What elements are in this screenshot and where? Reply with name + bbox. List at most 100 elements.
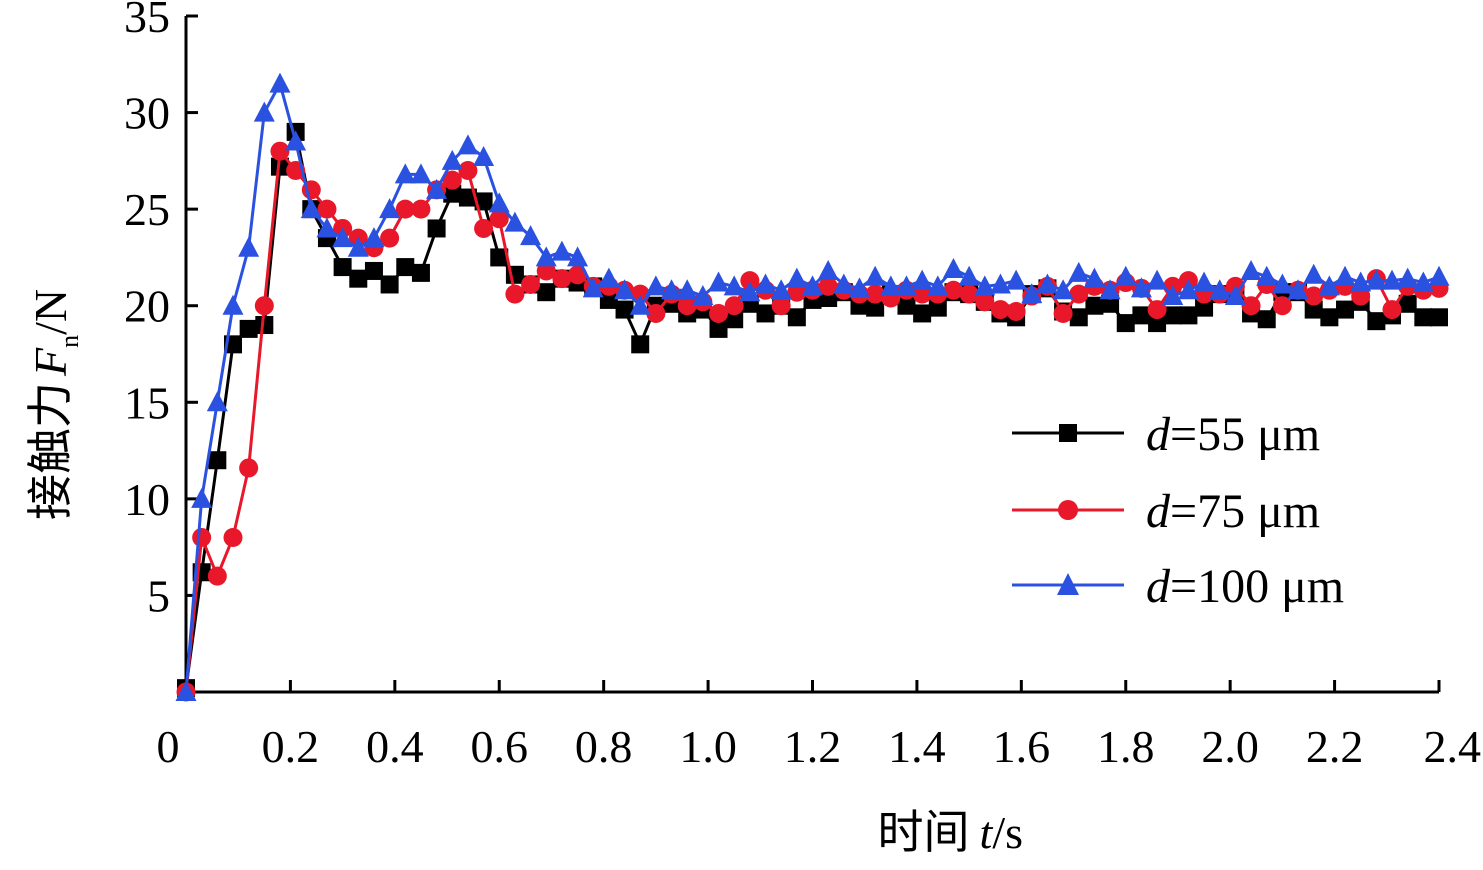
- data-point: [255, 316, 274, 335]
- data-point: [1287, 279, 1309, 300]
- data-point: [490, 248, 509, 267]
- data-point: [692, 285, 714, 306]
- data-point: [395, 199, 415, 219]
- x-tick-label: 0.6: [471, 721, 529, 772]
- data-point: [551, 240, 573, 261]
- data-point: [349, 269, 368, 288]
- data-point: [1162, 285, 1184, 306]
- data-point: [535, 246, 557, 267]
- data-point: [1397, 267, 1419, 288]
- data-point: [1412, 271, 1434, 292]
- x-axis-title-var: t: [980, 807, 994, 858]
- data-point: [1177, 279, 1199, 300]
- data-point: [1336, 300, 1355, 319]
- data-point: [974, 275, 996, 296]
- y-tick-label: 5: [147, 570, 170, 621]
- x-tick-label: 0.2: [262, 721, 320, 772]
- data-point: [316, 217, 338, 238]
- data-point: [817, 259, 839, 280]
- x-tick-label: 2.0: [1201, 721, 1259, 772]
- data-point: [411, 263, 430, 282]
- data-point: [755, 273, 777, 294]
- legend-label-75: d=75 μm: [1146, 485, 1320, 538]
- data-point: [1320, 308, 1339, 327]
- data-point: [1146, 269, 1168, 290]
- data-point: [1365, 269, 1387, 290]
- data-point: [1148, 314, 1167, 333]
- x-tick-label: 1.4: [888, 721, 946, 772]
- data-point: [254, 296, 274, 316]
- x-tick-label: 0.8: [575, 721, 633, 772]
- data-point: [1256, 265, 1278, 286]
- data-point: [1193, 271, 1215, 292]
- legend-item-100: d=100 μm: [1012, 560, 1344, 613]
- y-tick-label: 10: [124, 474, 170, 525]
- data-point: [411, 199, 431, 219]
- data-point: [1271, 273, 1293, 294]
- data-point: [1179, 306, 1198, 325]
- series-0: [177, 122, 1448, 698]
- legend-item-55: d=55 μm: [1012, 408, 1320, 461]
- data-point: [1069, 308, 1088, 327]
- x-axis-title-unit: /s: [992, 807, 1023, 858]
- x-tick-label: 1.0: [679, 721, 737, 772]
- data-point: [223, 527, 243, 547]
- data-point: [269, 72, 291, 93]
- data-point: [520, 225, 542, 246]
- data-point: [928, 298, 947, 317]
- data-point: [1350, 271, 1372, 292]
- data-point: [458, 161, 478, 181]
- data-point: [866, 298, 885, 317]
- x-tick-label: 2.4: [1424, 721, 1482, 772]
- y-tick-label: 30: [124, 88, 170, 139]
- data-point: [677, 296, 697, 316]
- data-point: [1195, 298, 1214, 317]
- data-point: [629, 294, 651, 315]
- data-point: [474, 218, 494, 238]
- data-point: [1257, 310, 1276, 329]
- data-point: [880, 275, 902, 296]
- data-point: [1304, 300, 1323, 319]
- y-tick-label: 25: [124, 184, 170, 235]
- data-point: [394, 163, 416, 184]
- data-point: [582, 277, 604, 298]
- data-point: [1334, 265, 1356, 286]
- data-point: [1430, 308, 1448, 327]
- data-point: [1069, 284, 1089, 304]
- data-point: [1163, 306, 1182, 325]
- data-point: [709, 303, 729, 323]
- data-point: [786, 267, 808, 288]
- y-axis-title-unit: /N: [25, 289, 76, 335]
- data-point: [537, 283, 556, 302]
- data-point: [363, 227, 385, 248]
- data-point: [787, 308, 806, 327]
- data-point: [473, 145, 495, 166]
- data-point: [489, 209, 509, 229]
- legend: d=55 μm d=75 μm d=100 μm: [1012, 408, 1344, 613]
- data-point: [396, 258, 415, 277]
- y-axis-title-sub: n: [55, 335, 84, 348]
- data-point: [833, 273, 855, 294]
- data-point: [552, 269, 572, 289]
- data-point: [646, 303, 666, 323]
- data-point: [1240, 259, 1262, 280]
- y-tick-label: 20: [124, 281, 170, 332]
- data-point: [927, 275, 949, 296]
- data-point: [1099, 279, 1121, 300]
- data-point: [1005, 269, 1027, 290]
- legend-label-55: d=55 μm: [1146, 408, 1320, 461]
- legend-marker-triangle: [1057, 573, 1079, 595]
- y-axis-title: 接触力 Fn/N: [23, 289, 84, 520]
- data-point: [1382, 300, 1402, 320]
- data-point: [913, 304, 932, 323]
- data-point: [958, 265, 980, 286]
- data-point: [567, 246, 589, 267]
- data-point: [676, 279, 698, 300]
- data-point: [645, 275, 667, 296]
- data-point: [724, 296, 744, 316]
- data-point: [631, 335, 650, 354]
- data-point: [1101, 294, 1120, 313]
- legend-marker-circle: [1058, 500, 1078, 520]
- data-point: [504, 211, 526, 232]
